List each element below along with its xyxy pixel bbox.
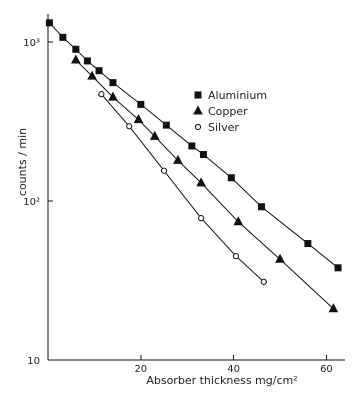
y-tick-label: 10²: [23, 197, 40, 208]
copper-legend-entry: Copper: [193, 105, 248, 118]
copper-point: [87, 70, 97, 80]
silver-series: [98, 91, 267, 285]
aluminium-legend-entry: Aluminium: [194, 89, 267, 102]
copper-point: [133, 114, 144, 124]
x-tick-label: 20: [134, 364, 147, 375]
aluminium-point: [257, 203, 265, 211]
axes-layer: 20 40 60 10 10² 10³: [23, 14, 345, 375]
x-axis-title: Absorber thickness mg/cm²: [146, 374, 297, 387]
silver-point: [160, 167, 168, 174]
silver-point: [126, 123, 133, 130]
copper-point: [328, 303, 339, 313]
aluminium-point: [95, 67, 103, 75]
aluminium-point: [72, 45, 80, 53]
x-tick-label: 40: [227, 364, 240, 375]
aluminium-point: [59, 33, 67, 41]
aluminium-point: [334, 264, 342, 272]
silver-point: [260, 278, 267, 285]
silver-point: [98, 91, 105, 98]
aluminium-point: [227, 174, 235, 182]
series-layer: [45, 19, 342, 313]
aluminium-point: [304, 240, 312, 248]
copper-point: [196, 177, 206, 187]
aluminium-point: [188, 142, 196, 150]
aluminium-point: [194, 91, 202, 99]
copper-point: [173, 154, 183, 164]
copper-series: [71, 54, 339, 313]
silver-point: [232, 253, 240, 260]
copper-line: [75, 59, 334, 310]
silver-legend-entry: Silver: [194, 121, 239, 134]
y-tick-label: 10³: [23, 38, 40, 49]
aluminium-point: [162, 121, 170, 129]
aluminium-point: [137, 100, 145, 108]
aluminium-series: [45, 19, 342, 272]
y-axis-title: counts / min: [16, 128, 29, 196]
copper-point: [275, 253, 285, 263]
copper-point: [71, 54, 81, 64]
copper-legend-label: Copper: [208, 105, 248, 118]
copper-point: [233, 216, 244, 226]
silver-legend-label: Silver: [208, 121, 239, 134]
silver-line: [100, 93, 265, 283]
silver-point: [198, 215, 205, 222]
aluminium-point: [45, 19, 53, 27]
aluminium-legend-label: Aluminium: [208, 89, 267, 102]
x-tick-label: 60: [320, 364, 333, 375]
copper-point: [193, 105, 203, 115]
aluminium-point: [199, 151, 207, 159]
copper-point: [149, 130, 160, 140]
silver-point: [194, 123, 202, 131]
aluminium-point: [83, 57, 91, 65]
aluminium-point: [109, 79, 117, 87]
legend-layer: Aluminium Copper Silver: [193, 89, 267, 134]
y-tick-label: 10: [27, 356, 40, 367]
copper-point: [108, 91, 118, 101]
